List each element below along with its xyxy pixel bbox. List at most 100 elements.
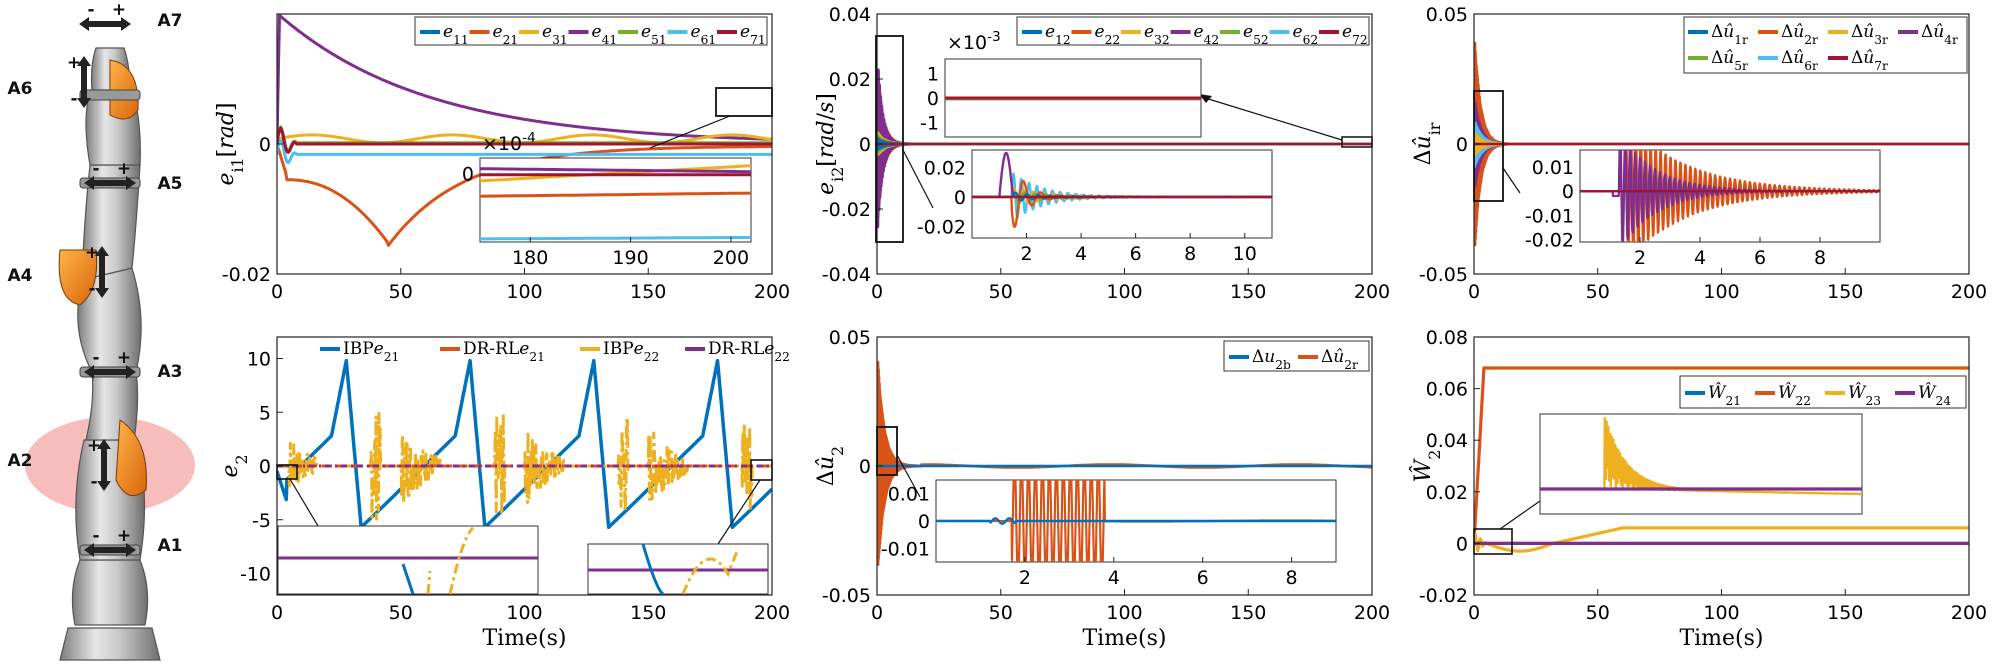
x-tick-label: 50 (389, 281, 413, 303)
series-e41 (277, 14, 772, 145)
minus-sign: - (92, 348, 99, 368)
inset-bottom-x-tick-label: 4 (1075, 243, 1087, 265)
inset-x-tick-label: 2 (1634, 247, 1646, 269)
y-tick-label: 0.02 (829, 69, 871, 91)
inset-bottom-y-tick-label: -0.02 (917, 216, 966, 238)
y-tick-label: -5 (252, 510, 271, 532)
y-tick-label: 0.02 (1426, 482, 1468, 504)
joint-label-a2: A2 (8, 451, 33, 471)
inset-y-tick-label: 0 (1562, 181, 1574, 203)
series-W22 (1474, 366, 1969, 544)
zoom-connector (289, 478, 319, 527)
plus-sign: + (85, 243, 99, 263)
inset-bottom-series (972, 151, 1272, 228)
y-tick-label: -10 (240, 564, 271, 586)
inset-x-tick-label: 4 (1108, 567, 1120, 589)
inset-left-series-yellow (448, 526, 475, 595)
y-tick-label: 0 (1456, 533, 1468, 555)
series-e61 (277, 137, 772, 165)
joint-label-a6: A6 (8, 79, 33, 99)
plus-sign: + (117, 348, 131, 368)
joint-label-a3: A3 (158, 362, 183, 382)
a2-rotation-arrow-icon (97, 439, 111, 491)
inset-bottom-x-tick-label: 6 (1130, 243, 1142, 265)
inset-top-y-tick-label: 1 (927, 64, 939, 86)
y-tick-label: 0.05 (829, 327, 871, 349)
inset-top-y-tick-label: -1 (920, 112, 939, 134)
inset-y-tick-label: -0.01 (1525, 205, 1574, 227)
x-tick-label: 0 (1468, 602, 1480, 624)
legend-e41: e41 (592, 22, 618, 47)
inset-left-series-yellow2 (426, 570, 432, 595)
zoom-connector (1499, 500, 1541, 530)
x-tick-label: 150 (630, 281, 666, 303)
legend-Ŵ24: Ŵ24 (1918, 382, 1951, 408)
y-tick-label: 0.04 (1426, 430, 1468, 452)
inset-x-tick-label: 8 (1814, 247, 1826, 269)
y-tick-label: 0.06 (1426, 379, 1468, 401)
y-tick-label: 5 (259, 402, 271, 424)
x-tick-label: 50 (389, 602, 413, 624)
minus-sign: - (92, 159, 99, 179)
legend-delta-u2b: Δu2b (1252, 347, 1291, 372)
a4-rotation-arrow-icon (95, 246, 109, 298)
y-tick-label: -0.02 (1419, 585, 1468, 607)
y-tick-label: 10 (247, 349, 271, 371)
plus-sign: + (117, 159, 131, 179)
x-tick-label: 150 (1827, 602, 1863, 624)
inset-x-tick-label: 180 (512, 247, 548, 269)
legend-Ŵ21: Ŵ21 (1708, 382, 1741, 408)
x-tick-label: 200 (1354, 602, 1390, 624)
inset-series-delta-u2b (936, 517, 1336, 525)
x-tick-label: 100 (1106, 602, 1142, 624)
x-axis-label: Time(s) (482, 626, 566, 651)
x-tick-label: 200 (1951, 602, 1987, 624)
series-W23 (1474, 526, 1969, 553)
inset-series-e21 (480, 191, 751, 198)
joint-label-a5: A5 (158, 174, 183, 194)
a5-rotation-arrow-icon (84, 176, 136, 190)
inset-y-tick-label: 0.01 (1532, 157, 1574, 179)
minus-sign: - (88, 279, 95, 299)
zoom-connector (896, 454, 921, 498)
legend-DR-RLe22: DR-RLe22 (708, 339, 790, 364)
x-tick-label: 100 (1703, 602, 1739, 624)
inset-bottom-x-tick-label: 10 (1233, 243, 1257, 265)
legend-e62: e62 (1293, 22, 1319, 47)
x-tick-label: 0 (871, 281, 883, 303)
plus-sign: + (67, 53, 81, 73)
inset-top-exponent: ×10-3 (947, 29, 1001, 54)
legend-e32: e32 (1144, 22, 1170, 47)
x-tick-label: 150 (1827, 281, 1863, 303)
legend-box (1683, 16, 1968, 74)
inset-y-tick-label: 0 (462, 163, 474, 185)
legend-Δû4r: Δû4r (1921, 22, 1958, 47)
inset-x-tick-label: 190 (612, 247, 648, 269)
legend-Δû7r: Δû7r (1851, 48, 1888, 73)
x-tick-label: 200 (754, 602, 790, 624)
inset-bottom-x-tick-label: 8 (1184, 243, 1196, 265)
x-axis-label: Time(s) (1679, 626, 1763, 651)
legend-e11: e11 (443, 22, 469, 47)
y-tick-label: 0.05 (1426, 4, 1468, 26)
legend-e71: e71 (740, 22, 766, 47)
legend-IBPe22: IBPe22 (603, 339, 659, 364)
inset-x-tick-label: 4 (1694, 247, 1706, 269)
zoom-region-box (276, 464, 298, 480)
legend-Δû5r: Δû5r (1711, 48, 1748, 73)
legend-e31: e31 (542, 22, 568, 47)
zoom-connector (717, 479, 761, 545)
legend-Δû2r: Δû2r (1781, 22, 1818, 47)
minus-sign: - (90, 472, 97, 492)
a6-rotation-arrow-icon (77, 56, 91, 108)
series-group (1474, 366, 1969, 553)
plot-weights-w2: 0 50 100 150 200-0.0200.020.040.060.08Ŵ2Time… (1409, 327, 1987, 651)
inset-series (1540, 417, 1862, 496)
x-tick-label: 200 (1354, 281, 1390, 303)
series-e71 (277, 126, 772, 154)
inset-top-y-tick-label: 0 (927, 88, 939, 110)
y-tick-label: -0.02 (222, 264, 271, 286)
inset-series-e41 (480, 167, 751, 174)
x-tick-label: 50 (989, 281, 1013, 303)
